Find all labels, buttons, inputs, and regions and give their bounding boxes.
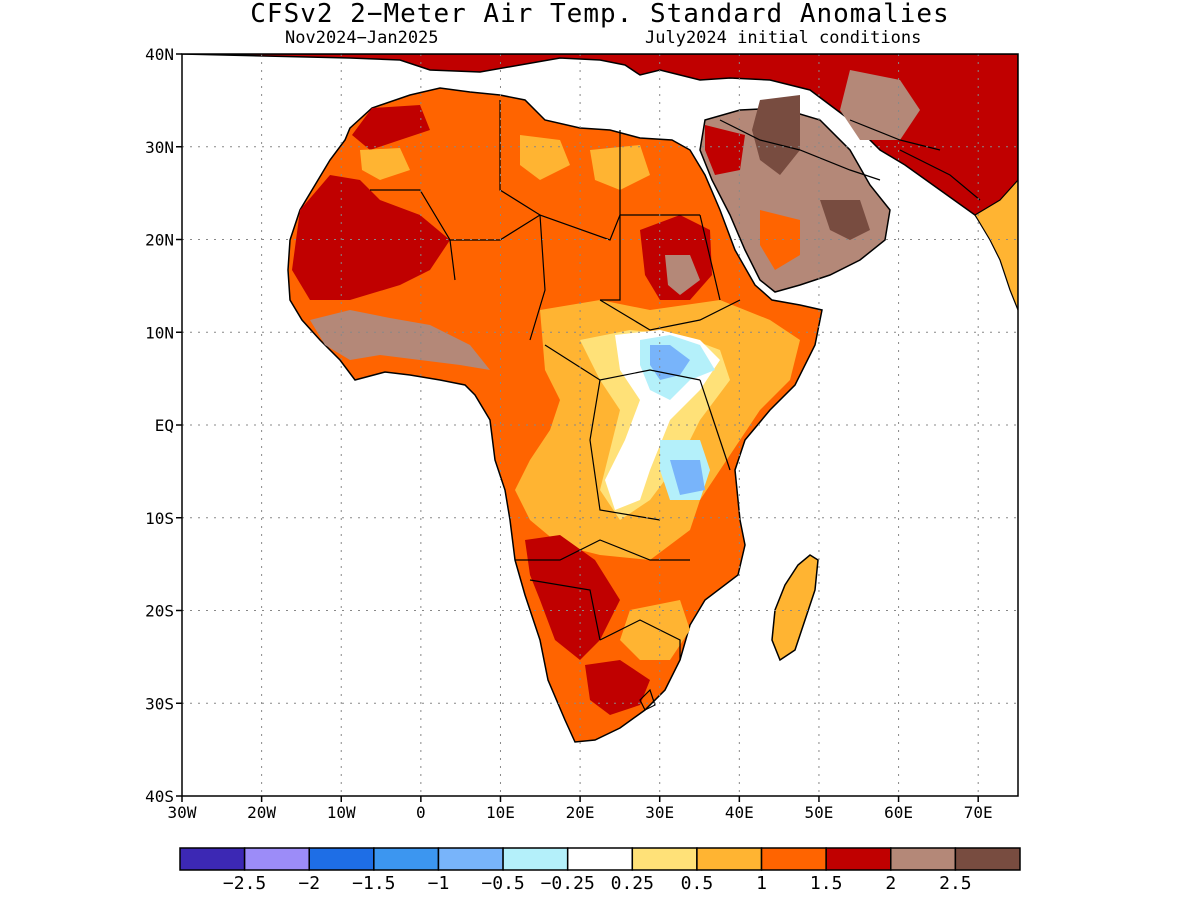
colorbar-label: 0.25 [611,873,654,894]
colorbar-swatch [890,847,957,871]
lat-tick-label: 20S [145,602,174,621]
lat-tick-label: 20N [145,231,174,250]
india-landmass [974,179,1018,311]
axis-ticks [176,53,979,802]
lat-tick-label: 40N [145,45,174,64]
lat-tick-label: EQ [155,416,174,435]
colorbar-label: −2 [298,873,320,894]
gridlines [182,54,1018,796]
map-title: CFSv2 2−Meter Air Temp. Standard Anomali… [250,0,950,29]
colorbar-label: −0.5 [481,873,524,894]
lon-tick-label: 30W [168,803,197,822]
colorbar-label: −1.5 [352,873,395,894]
initial-conditions: July2024 initial conditions [645,28,922,48]
colorbar-swatch [373,847,440,871]
forecast-period: Nov2024−Jan2025 [285,28,439,48]
lat-tick-label: 30N [145,138,174,157]
colorbar-swatch [502,847,569,871]
colorbar-swatch [243,847,310,871]
longitude-labels: 30W 20W 10W 0 10E 20E 30E 40E 50E 60E 70E [168,803,993,822]
latitude-labels: 40N 30N 20N 10N EQ 10S 20S 30S 40S [145,45,174,806]
lon-tick-label: 50E [804,803,833,822]
colorbar [179,847,1021,871]
arabia-landmass [699,107,891,293]
lon-tick-label: 30E [645,803,674,822]
colorbar-label: −0.25 [541,873,595,894]
madagascar-landmass [771,554,819,662]
colorbar-swatch [179,847,246,871]
lat-tick-label: 40S [145,787,174,806]
lat-tick-label: 30S [145,694,174,713]
lon-tick-label: 60E [884,803,913,822]
lon-tick-label: 20W [247,803,276,822]
colorbar-label: 2.5 [939,873,972,894]
lat-tick-label: 10S [145,509,174,528]
colorbar-swatch [437,847,504,871]
colorbar-label: −2.5 [223,873,266,894]
map-layer [182,54,1018,796]
lon-tick-label: 40E [725,803,754,822]
colorbar-label: 0.5 [681,873,714,894]
lon-tick-label: 10E [486,803,515,822]
colorbar-label: 1 [756,873,767,894]
colorbar-swatch [954,847,1021,871]
colorbar-label: −1 [428,873,450,894]
lon-tick-label: 10W [327,803,356,822]
lon-tick-label: 20E [566,803,595,822]
colorbar-label: 1.5 [810,873,843,894]
colorbar-swatch [631,847,698,871]
lon-tick-label: 0 [416,803,426,822]
colorbar-swatch [825,847,892,871]
colorbar-label: 2 [885,873,896,894]
anomaly-shading [292,70,920,715]
colorbar-swatch [760,847,827,871]
colorbar-swatch [308,847,375,871]
colorbar-swatch [566,847,634,871]
lon-tick-label: 70E [964,803,993,822]
country-borders [370,100,981,711]
lat-tick-label: 10N [145,323,174,342]
colorbar-labels: −2.5 −2 −1.5 −1 −0.5 −0.25 0.25 0.5 1 1.5 2 2.5 [223,873,972,894]
colorbar-swatch [696,847,763,871]
